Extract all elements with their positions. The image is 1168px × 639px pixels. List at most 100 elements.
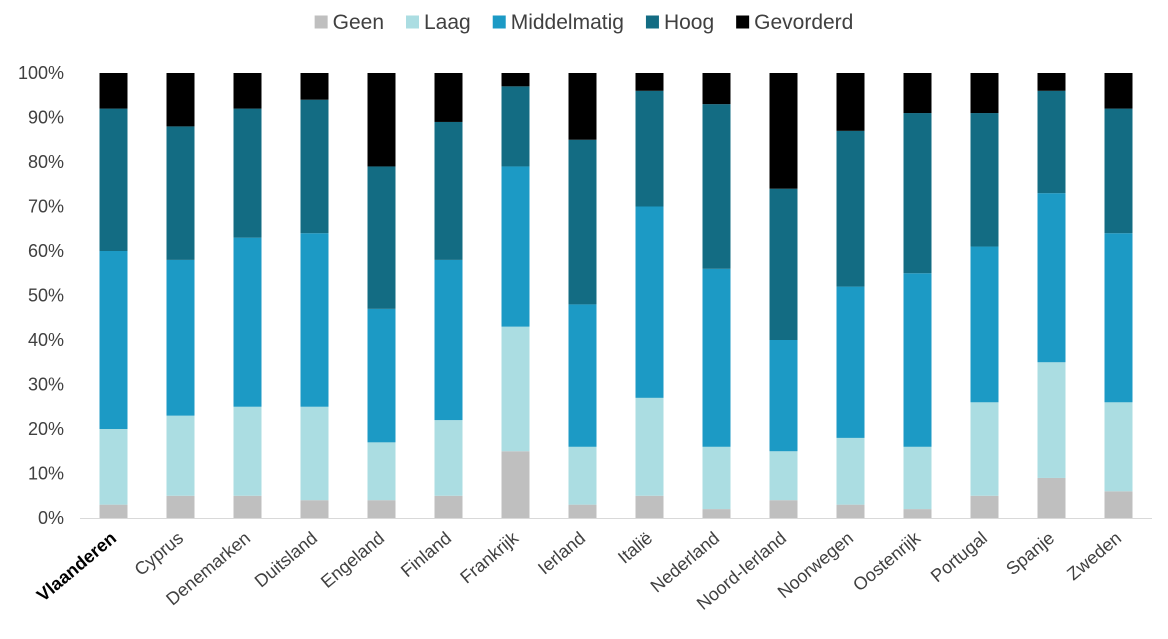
y-tick-label: 80%	[28, 152, 64, 172]
bar-segment-geen	[99, 504, 128, 518]
bar-segment-middelmatig	[166, 259, 195, 416]
bar-segment-hoog	[635, 90, 664, 207]
bar-segment-hoog	[1104, 108, 1133, 234]
bar-segment-geen	[233, 495, 262, 518]
bar-segment-laag	[501, 326, 530, 452]
legend-label: Gevorderd	[754, 11, 853, 34]
legend-item-laag: Laag	[406, 11, 471, 34]
x-category-label: Ierland	[534, 528, 589, 579]
x-category-label: Portugal	[927, 528, 991, 586]
legend-item-gevorderd: Gevorderd	[736, 11, 853, 34]
x-category-label: Spanje	[1002, 528, 1058, 579]
legend-swatch	[645, 15, 659, 29]
bar-segment-hoog	[836, 130, 865, 287]
bar-segment-laag	[702, 446, 731, 510]
y-tick-label: 20%	[28, 419, 64, 439]
bar-segment-laag	[769, 451, 798, 501]
legend-swatch	[736, 15, 750, 29]
bar-segment-gevorderd	[166, 73, 195, 127]
bar-segment-geen	[769, 500, 798, 518]
bar-segment-gevorderd	[769, 73, 798, 189]
bar-segment-middelmatig	[635, 206, 664, 398]
bar-segment-laag	[970, 402, 999, 496]
bar-segment-middelmatig	[99, 251, 128, 429]
bar-group-nederland	[702, 73, 731, 518]
legend-item-hoog: Hoog	[645, 11, 714, 34]
x-category-label: Vlaanderen	[33, 528, 120, 606]
bar-segment-middelmatig	[702, 268, 731, 447]
bar-segment-middelmatig	[434, 259, 463, 421]
x-category-label: Oostenrijk	[849, 527, 925, 595]
bar-segment-gevorderd	[903, 73, 932, 114]
bar-group-engeland	[367, 73, 396, 518]
y-tick-label: 50%	[28, 286, 64, 306]
bar-segment-laag	[233, 406, 262, 496]
y-axis: 0% 10% 20% 30% 40% 50% 60% 70% 80% 90% 100%	[18, 63, 64, 528]
bar-segment-gevorderd	[1037, 73, 1066, 91]
legend-label: Laag	[424, 11, 471, 34]
y-tick-label: 0%	[38, 508, 64, 528]
bar-segment-gevorderd	[99, 73, 128, 109]
x-category-label: Italië	[614, 528, 656, 568]
bar-group-noorwegen	[836, 73, 865, 518]
bar-segment-geen	[903, 509, 932, 518]
y-tick-label: 40%	[28, 330, 64, 350]
legend-label: Hoog	[664, 11, 714, 34]
bar-segment-geen	[568, 504, 597, 518]
bar-group-finland	[434, 73, 463, 518]
bar-segment-hoog	[769, 188, 798, 340]
x-axis: Vlaanderen CyprusDenemarkenDuitslandEngel…	[33, 518, 1152, 614]
bar-segment-gevorderd	[501, 73, 530, 87]
bar-segment-laag	[367, 442, 396, 501]
bar-group-zweden	[1104, 73, 1133, 518]
bar-group-frankrijk	[501, 73, 530, 518]
bar-segment-laag	[568, 446, 597, 505]
bar-segment-middelmatig	[970, 246, 999, 403]
legend-item-middelmatig: Middelmatig	[492, 11, 624, 34]
bar-segment-middelmatig	[233, 237, 262, 407]
y-tick-label: 10%	[28, 464, 64, 484]
legend-item-geen: Geen	[314, 11, 384, 34]
bar-segment-gevorderd	[836, 73, 865, 131]
bar-segment-geen	[970, 495, 999, 518]
bar-segment-middelmatig	[568, 304, 597, 447]
bar-segment-geen	[702, 509, 731, 518]
bar-segment-middelmatig	[903, 273, 932, 447]
bar-segment-hoog	[568, 139, 597, 305]
bar-segment-geen	[635, 495, 664, 518]
bar-segment-middelmatig	[300, 233, 329, 407]
bar-group-italië	[635, 73, 664, 518]
bar-segment-geen	[836, 504, 865, 518]
bar-segment-geen	[1104, 491, 1133, 518]
bar-segment-geen	[501, 451, 530, 518]
y-tick-label: 60%	[28, 241, 64, 261]
x-category-label: Finland	[397, 528, 455, 581]
bar-segment-geen	[166, 495, 195, 518]
legend-swatch	[314, 15, 328, 29]
bar-segment-hoog	[1037, 90, 1066, 194]
bar-segment-middelmatig	[501, 166, 530, 327]
x-category-label: Cyprus	[131, 528, 188, 580]
bar-segment-laag	[434, 420, 463, 496]
bar-group-portugal	[970, 73, 999, 518]
bar-segment-gevorderd	[635, 73, 664, 91]
legend-swatch	[492, 15, 506, 29]
bar-segment-hoog	[233, 108, 262, 238]
legend-swatch	[406, 15, 420, 29]
bar-group-ierland	[568, 73, 597, 518]
bar-segment-geen	[1037, 477, 1066, 518]
y-tick-label: 30%	[28, 375, 64, 395]
bar-group-denemarken	[233, 73, 262, 518]
bar-segment-gevorderd	[300, 73, 329, 100]
bar-segment-geen	[367, 500, 396, 518]
bar-segment-laag	[903, 446, 932, 510]
bar-segment-middelmatig	[367, 308, 396, 443]
bar-segment-gevorderd	[568, 73, 597, 140]
bar-segment-middelmatig	[1104, 233, 1133, 403]
bar-segment-gevorderd	[434, 73, 463, 122]
bar-group-spanje	[1037, 73, 1066, 518]
bar-segment-hoog	[300, 99, 329, 234]
bar-segment-hoog	[970, 113, 999, 247]
bars	[99, 73, 1133, 518]
